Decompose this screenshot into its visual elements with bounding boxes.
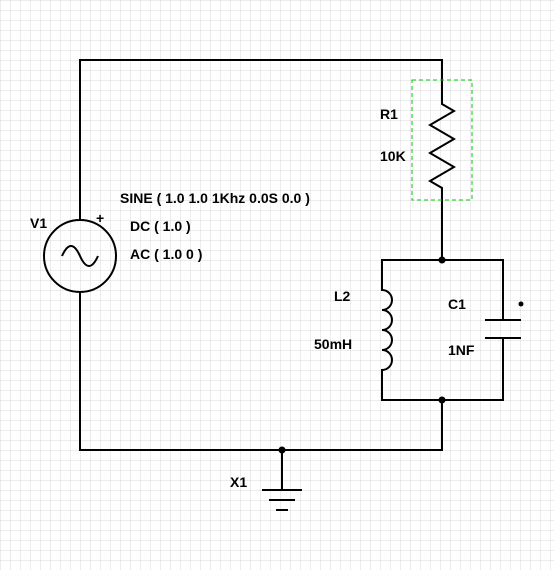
v1-ac: AC ( 1.0 0 ) bbox=[130, 246, 202, 262]
r1-value: 10K bbox=[380, 148, 406, 164]
c1-value: 1NF bbox=[448, 342, 474, 358]
ground-x1[interactable] bbox=[262, 490, 302, 510]
inductor-l2[interactable] bbox=[382, 290, 392, 370]
junction-dots bbox=[279, 257, 446, 454]
source-v1[interactable] bbox=[44, 220, 116, 292]
c1-label: C1 bbox=[448, 296, 466, 312]
resistor-r1[interactable] bbox=[412, 80, 472, 200]
capacitor-c1[interactable] bbox=[485, 302, 524, 354]
v1-sine: SINE ( 1.0 1.0 1Khz 0.0S 0.0 ) bbox=[120, 190, 310, 206]
l2-label: L2 bbox=[334, 288, 350, 304]
v1-polarity: + bbox=[96, 210, 104, 226]
wires bbox=[80, 60, 503, 490]
v1-label: V1 bbox=[30, 215, 47, 231]
x1-label: X1 bbox=[230, 474, 247, 490]
v1-dc: DC ( 1.0 ) bbox=[130, 218, 191, 234]
circuit-canvas bbox=[0, 0, 554, 570]
l2-value: 50mH bbox=[314, 336, 352, 352]
r1-label: R1 bbox=[380, 106, 398, 122]
